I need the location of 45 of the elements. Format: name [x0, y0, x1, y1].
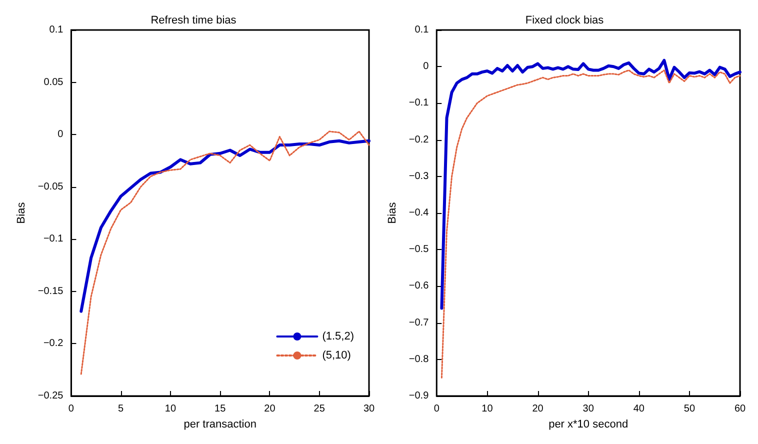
y-tick-label: −0.4: [408, 208, 430, 218]
y-tick-label: −0.15: [38, 286, 64, 297]
x-tick-label: 20: [532, 404, 544, 414]
line-series: [440, 70, 741, 378]
y-axis-title: Bias: [386, 202, 398, 224]
y-tick-label: −0.1: [43, 234, 64, 245]
chart-title: Refresh time bias: [150, 14, 237, 26]
y-tick-label: −0.6: [408, 280, 430, 292]
x-tick-label: 25: [314, 404, 326, 414]
y-tick-label: 0.05: [44, 76, 64, 88]
legend-label: (5,10): [322, 350, 351, 362]
y-tick-label: −0.3: [408, 170, 430, 182]
y-tick-label: −0.5: [408, 244, 430, 256]
x-axis-title: per x*10 second: [548, 418, 628, 430]
x-tick-label: 10: [482, 404, 494, 414]
x-tick-label: 0: [68, 404, 74, 414]
x-axis-title: per transaction: [184, 418, 256, 430]
x-tick-label: 50: [684, 404, 696, 414]
y-tick-label: −0.9: [408, 390, 430, 402]
x-tick-label: 30: [582, 404, 594, 414]
y-axis-title: Bias: [16, 202, 28, 224]
x-tick-label: 30: [363, 404, 375, 414]
chart-title: Fixed clock bias: [525, 14, 604, 26]
y-tick-label: −0.25: [38, 390, 64, 402]
x-tick-label: 40: [633, 404, 645, 414]
y-tick-label: 0.1: [49, 24, 64, 36]
line-series: [440, 58, 742, 310]
y-tick-label: 0: [423, 61, 430, 72]
y-tick-label: −0.7: [408, 317, 430, 328]
x-tick-label: 5: [118, 404, 124, 414]
y-tick-label: −0.05: [38, 181, 64, 192]
x-tick-label: 20: [264, 404, 276, 414]
x-tick-label: 15: [214, 404, 226, 414]
y-tick-label: −0.2: [408, 134, 430, 146]
y-tick-label: −0.2: [43, 338, 64, 350]
y-tick-label: −0.1: [408, 98, 430, 109]
legend-label: (1.5,2): [322, 330, 354, 342]
x-tick-label: 10: [164, 404, 176, 414]
y-tick-label: 0: [58, 129, 64, 140]
line-series: [80, 130, 370, 375]
y-tick-label: 0.1: [414, 24, 430, 36]
x-tick-label: 0: [434, 404, 440, 414]
x-tick-label: 60: [734, 404, 746, 414]
line-series: [80, 139, 370, 313]
y-tick-label: −0.8: [408, 354, 430, 365]
